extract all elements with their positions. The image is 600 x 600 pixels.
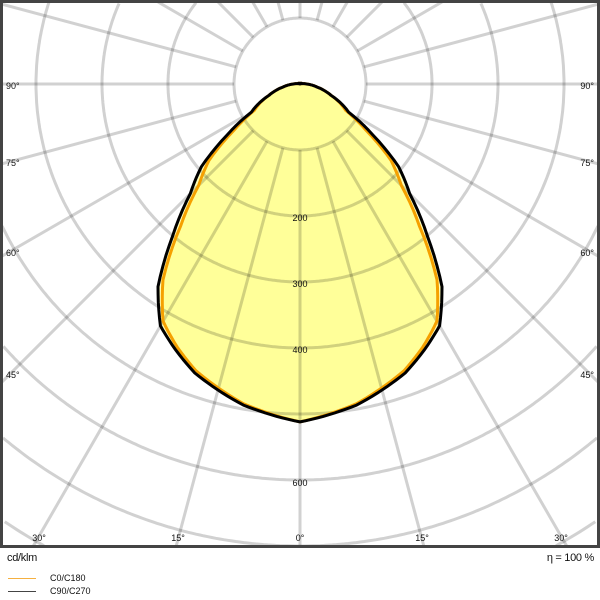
- grid-spoke: [216, 2, 255, 39]
- grid-ring: [2, 345, 598, 482]
- radial-tick-label: 300: [292, 279, 307, 289]
- angle-label-right: 75°: [580, 158, 594, 168]
- grid-spoke: [345, 2, 384, 39]
- grid-spoke: [315, 147, 426, 546]
- grid-spoke: [2, 99, 237, 166]
- radial-tick-label: 600: [292, 478, 307, 488]
- grid-ring: [232, 16, 368, 152]
- grid-spoke: [2, 129, 255, 384]
- angle-label-left: 75°: [6, 158, 20, 168]
- radial-tick-label: 400: [292, 345, 307, 355]
- angle-label-left: 60°: [6, 248, 20, 258]
- grid-spoke: [32, 140, 269, 546]
- grid-spoke: [276, 2, 285, 21]
- angle-label-bottom: 0°: [296, 533, 305, 543]
- angle-label-right: 60°: [580, 248, 594, 258]
- unit-label: cd/klm: [7, 552, 37, 564]
- grid-ring: [2, 436, 598, 546]
- grid-spoke: [356, 115, 598, 258]
- grid-spoke: [363, 99, 598, 166]
- angle-label-left: 45°: [6, 370, 20, 380]
- grid-spoke: [251, 2, 269, 28]
- angle-label-right: 45°: [580, 370, 594, 380]
- grid-spoke: [331, 140, 568, 546]
- legend-swatch: [8, 577, 36, 579]
- angle-label-bottom: 15°: [171, 533, 185, 543]
- grid-spoke: [331, 2, 349, 28]
- legend-item-c90: C90/C270: [8, 586, 91, 596]
- grid-spoke: [363, 2, 598, 69]
- grid-ring: [166, 2, 434, 218]
- grid-spoke: [345, 129, 598, 384]
- grid-spoke: [315, 2, 324, 21]
- grid-spoke: [356, 2, 443, 53]
- efficiency-label: η = 100 %: [546, 552, 594, 564]
- grid-ring: [100, 2, 500, 284]
- grid-spoke: [157, 2, 244, 53]
- angle-label-bottom: 15°: [415, 533, 429, 543]
- chart-frame: [0, 0, 600, 548]
- angle-label-bottom: 30°: [32, 533, 46, 543]
- angle-label-bottom: 30°: [554, 533, 568, 543]
- series-fill: [158, 83, 442, 422]
- grid-ring: [34, 2, 566, 350]
- grid-ring: [2, 225, 598, 416]
- grid-ring: [3, 520, 597, 546]
- angle-label-left: 90°: [6, 81, 20, 91]
- grid-spoke: [2, 115, 244, 258]
- grid-spoke: [174, 147, 285, 546]
- angle-label-right: 90°: [580, 81, 594, 91]
- grid-spoke: [2, 2, 237, 69]
- radial-tick-label: 200: [292, 213, 307, 223]
- legend-label: C90/C270: [50, 586, 91, 596]
- legend-swatch: [8, 590, 36, 592]
- polar-chart: 200 300 400 600 90° 75° 60° 45° 90° 75° …: [0, 0, 600, 548]
- series-line-c90-c270: [156, 81, 444, 424]
- legend-item-c0: C0/C180: [8, 573, 86, 583]
- legend-label: C0/C180: [50, 573, 86, 583]
